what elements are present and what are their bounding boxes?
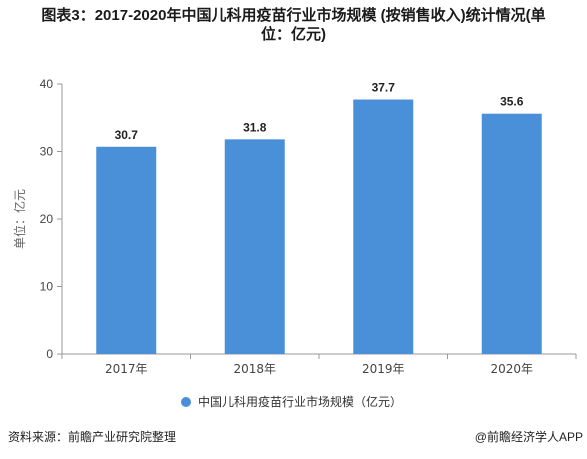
chart-title: 图表3：2017-2020年中国儿科用疫苗行业市场规模 (按销售收入)统计情况(… [0,6,587,44]
x-tick-label: 2018年 [233,362,276,376]
source-note: 资料来源：前瞻产业研究院整理 [8,430,177,444]
x-tick-label: 2017年 [105,362,148,376]
chart-title-line-2: 位：亿元) [261,26,326,43]
bar [224,139,285,354]
data-label: 30.7 [115,128,139,142]
y-axis-title: 单位：亿元 [12,189,27,249]
bar-chart: 0 10 20 30 40 单位：亿元 30.7 2017年 31.8 2018年 37.7 2019… [12,77,577,409]
data-label: 37.7 [372,81,396,95]
chart-title-line-1: 图表3：2017-2020年中国儿科用疫苗行业市场规模 (按销售收入)统计情况(… [41,7,546,24]
bar [96,146,157,354]
y-tick-label: 30 [40,145,54,159]
data-label: 31.8 [243,120,267,134]
bar [481,113,542,354]
x-tick-label: 2020年 [490,362,533,376]
legend-marker [181,397,191,407]
legend-label: 中国儿科用疫苗行业市场规模（亿元） [198,394,402,409]
y-tick-label: 0 [46,347,53,361]
y-tick-label: 10 [40,280,54,294]
data-label: 35.6 [500,95,524,109]
y-tick-label: 20 [40,212,54,226]
bar [353,99,414,355]
y-tick-label: 40 [40,77,54,91]
credit-note: @前瞻经济学人APP [474,430,583,444]
x-tick-label: 2019年 [362,362,405,376]
